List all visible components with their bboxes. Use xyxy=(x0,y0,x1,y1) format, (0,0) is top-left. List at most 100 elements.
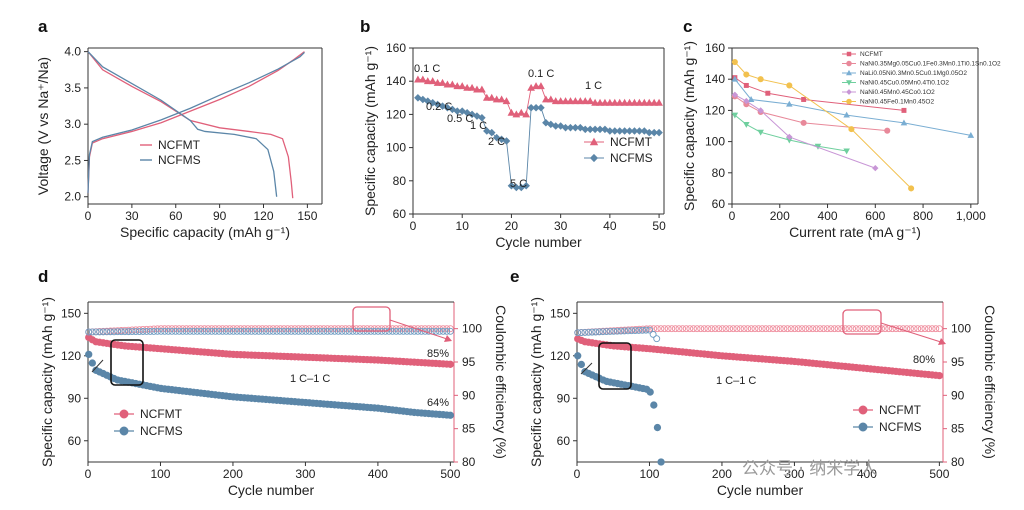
data-point xyxy=(743,121,750,128)
data-point-ncfms-ce xyxy=(392,327,400,335)
x-axis-title: Current rate (mA g⁻¹) xyxy=(789,224,921,240)
data-point-ncfmt-ce xyxy=(867,325,875,333)
data-point-ncfms-ce xyxy=(345,327,353,335)
data-point-ncfmt-ce xyxy=(831,325,838,333)
data-point-ncfmt-ce xyxy=(921,325,929,333)
series-line xyxy=(734,78,971,136)
highlight-box-ce xyxy=(352,306,391,332)
y-tick-label: 4.0 xyxy=(64,45,81,59)
data-point-ncfmt-ce xyxy=(718,325,726,333)
chart-b-rate-labels: 0.1 C 0.2 C 0.5 C 1 C 2 C 5 C 0.1 C 1 C xyxy=(414,63,602,190)
data-point-ncfms xyxy=(650,128,658,137)
data-point-ncfms-ce xyxy=(135,328,143,335)
y-tick-label: 100 xyxy=(705,135,725,149)
data-point-ncfmt-ce xyxy=(917,325,925,333)
data-point-ncfms-ce xyxy=(635,326,643,334)
data-point-ncfmt-ce xyxy=(737,325,744,333)
data-point-ncfmt-ce xyxy=(776,325,784,333)
data-point-ncfms-ce xyxy=(96,328,104,336)
data-point-ncfmt-ce xyxy=(859,325,867,333)
chart-e-annotations: 80% 1 C–1 C xyxy=(580,309,946,390)
data-point xyxy=(900,119,908,126)
data-point-ncfmt-ce xyxy=(812,325,820,333)
data-point-ncfmt xyxy=(591,98,599,106)
data-point-ncfmt xyxy=(448,80,457,88)
data-point xyxy=(908,185,915,192)
data-point-ncfms xyxy=(620,127,629,135)
data-point-ncfmt xyxy=(620,98,629,106)
y-axis-title: Specific capacity (mAh g⁻¹) xyxy=(39,297,55,467)
data-point-ncfms-ce xyxy=(309,327,317,335)
data-point-ncfmt-ce xyxy=(852,325,860,333)
y-tick-label: 140 xyxy=(705,72,725,86)
y-axis-title: Specific capacity (mAh g⁻¹) xyxy=(681,41,697,211)
data-point-ncfmt-ce xyxy=(881,325,889,333)
x-tick-label: 40 xyxy=(603,219,617,233)
data-point-ncfmt xyxy=(522,110,531,118)
data-point-ncfms-ce xyxy=(266,327,274,335)
data-point-ncfms-ce xyxy=(342,327,349,335)
data-point-ncfmt xyxy=(458,82,467,90)
data-point-ncfmt xyxy=(576,97,585,105)
x-axis-title: Cycle number xyxy=(228,482,315,498)
rate-label-0p1c: 0.1 C xyxy=(414,63,440,75)
legend-marker xyxy=(589,137,599,146)
data-point-ncfmt xyxy=(630,98,639,106)
y2-tick-label: 85 xyxy=(462,422,476,436)
data-point-ncfms-ce xyxy=(298,327,306,335)
data-point-ncfmt-ce xyxy=(816,325,824,333)
data-point-ncfmt xyxy=(433,78,442,86)
data-point-ncfms-ce xyxy=(219,327,226,335)
data-point-ncfmt-ce xyxy=(664,325,672,333)
data-point-ncfmt-ce xyxy=(704,325,712,333)
data-point-ncfms-ce xyxy=(613,327,621,335)
data-point-ncfmt-ce xyxy=(841,325,849,333)
y2-tick-label: 90 xyxy=(462,388,476,402)
legend-marker xyxy=(589,153,599,163)
data-point-ncfms-ce xyxy=(157,327,165,335)
panel-letter-c: c xyxy=(683,17,692,36)
legend-label: NaNi0.35Mg0.05Cu0.1Fe0.3Mn0.1Ti0.1Sn0.1O… xyxy=(860,61,1001,68)
panel-letter-a: a xyxy=(38,17,48,36)
data-point xyxy=(731,75,739,82)
legend-label-ncfms: NCFMS xyxy=(158,153,201,167)
data-point-ncfms-ce xyxy=(653,335,661,343)
data-point-ncfms-ce xyxy=(121,328,129,336)
data-point-ncfms-ce xyxy=(114,328,122,336)
data-point-ncfmt xyxy=(586,97,595,105)
data-point xyxy=(765,90,771,96)
data-point xyxy=(731,112,739,119)
x-tick-label: 0 xyxy=(85,467,92,481)
data-point-ncfmt-ce xyxy=(758,325,766,333)
data-point-ncfms-ce xyxy=(237,327,245,335)
data-point-ncfmt-ce xyxy=(827,325,835,333)
data-point-ncfms xyxy=(625,127,634,135)
data-point-ncfms-ce xyxy=(338,327,346,335)
data-point-ncfmt-ce xyxy=(794,325,802,333)
data-point-ncfmt-ce xyxy=(657,325,665,333)
data-point-ncfms-ce xyxy=(649,330,657,338)
y-tick-label: 2.5 xyxy=(64,153,81,167)
data-point-ncfmt xyxy=(645,98,654,106)
x-tick-label: 50 xyxy=(652,219,666,233)
y2-tick-label: 85 xyxy=(951,422,965,436)
data-point-ncfms-ce xyxy=(603,328,610,336)
data-point-ncfmt xyxy=(605,98,614,106)
data-point-ncfms-ce xyxy=(88,328,96,336)
data-point-ncfmt-ce xyxy=(935,325,943,333)
y-tick-label: 90 xyxy=(68,391,82,405)
data-point-ncfmt-ce xyxy=(675,325,683,333)
data-point-ncfmt-ce xyxy=(729,325,737,333)
series-curve-ncfmt xyxy=(87,51,294,199)
data-point-ncfms-ce xyxy=(211,327,219,335)
data-point-ncfms-ce xyxy=(103,328,111,336)
y-tick-label: 60 xyxy=(712,197,726,211)
data-point-ncfms-ce xyxy=(85,328,93,336)
data-point-ncfms-ce xyxy=(175,327,183,335)
panel-letter-b: b xyxy=(360,17,370,36)
x-tick-label: 100 xyxy=(150,467,170,481)
legend-label-ncfms: NCFMS xyxy=(140,424,183,438)
data-point-ncfms xyxy=(577,360,585,369)
data-point-ncfmt xyxy=(625,98,634,106)
